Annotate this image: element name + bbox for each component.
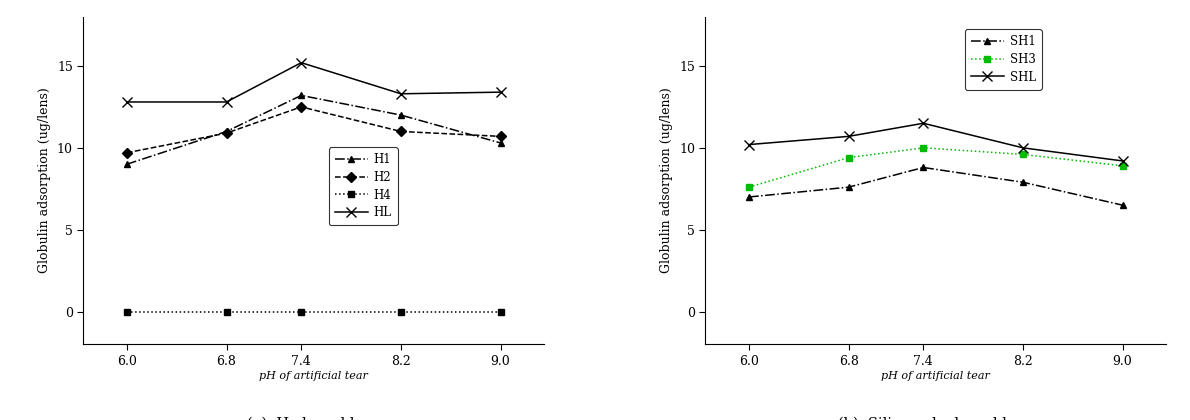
Text: (b)  Silicone hydrogel lens: (b) Silicone hydrogel lens <box>839 417 1033 420</box>
X-axis label: pH of artificial tear: pH of artificial tear <box>882 370 990 381</box>
Text: (a)  Hydrogel lens: (a) Hydrogel lens <box>248 417 381 420</box>
X-axis label: pH of artificial tear: pH of artificial tear <box>259 370 368 381</box>
Y-axis label: Globulin adsorption (ug/lens): Globulin adsorption (ug/lens) <box>38 88 51 273</box>
Legend: H1, H2, H4, HL: H1, H2, H4, HL <box>328 147 397 225</box>
Y-axis label: Globulin adsorption (ug/lens): Globulin adsorption (ug/lens) <box>660 88 674 273</box>
Legend: SH1, SH3, SHL: SH1, SH3, SHL <box>965 29 1041 89</box>
